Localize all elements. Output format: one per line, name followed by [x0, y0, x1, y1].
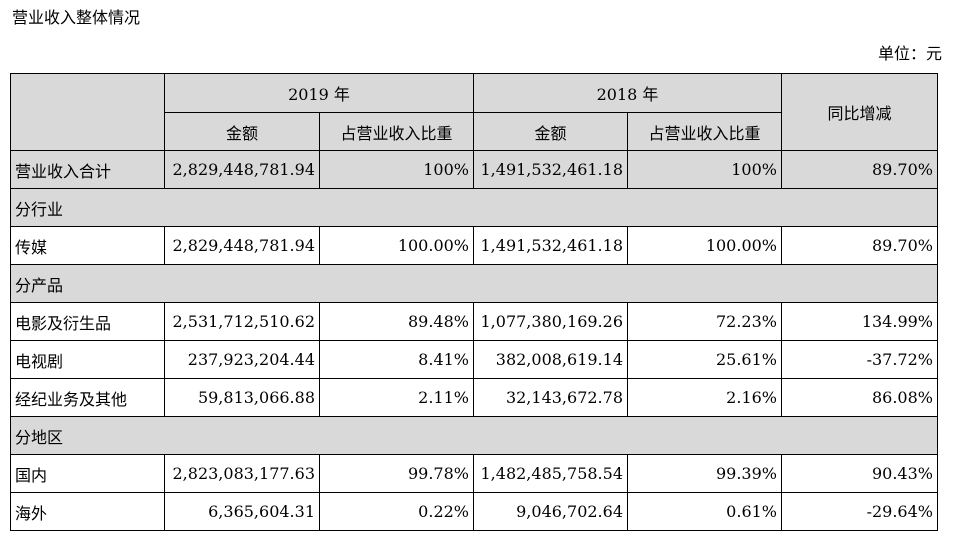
- ratio-2019-cell: 100%: [319, 150, 474, 189]
- row-label: 传媒: [10, 226, 165, 265]
- yoy-cell: 134.99%: [781, 302, 938, 341]
- ratio-2019-cell: 0.22%: [319, 492, 474, 531]
- amount-2018-cell: 1,482,485,758.54: [473, 454, 628, 493]
- ratio-2018-cell: 0.61%: [627, 492, 782, 531]
- ratio-2019-cell: 8.41%: [319, 340, 474, 379]
- header-amount-2019: 金额: [164, 112, 320, 151]
- section-row-product: 分产品: [10, 264, 938, 303]
- amount-2018-cell: 9,046,702.64: [473, 492, 628, 531]
- amount-2019-cell: 2,531,712,510.62: [164, 302, 320, 341]
- row-label: 海外: [10, 492, 165, 531]
- section-row-industry: 分行业: [10, 188, 938, 227]
- ratio-2019-cell: 100.00%: [319, 226, 474, 265]
- amount-2019-cell: 2,829,448,781.94: [164, 150, 320, 189]
- yoy-cell: 89.70%: [781, 150, 938, 189]
- ratio-2018-cell: 100%: [627, 150, 782, 189]
- amount-2019-cell: 6,365,604.31: [164, 492, 320, 531]
- header-amount-2018: 金额: [473, 112, 628, 151]
- table-row: 电影及衍生品 2,531,712,510.62 89.48% 1,077,380…: [10, 302, 938, 341]
- section-title: 分地区: [10, 416, 938, 455]
- ratio-2018-cell: 72.23%: [627, 302, 782, 341]
- table-row: 经纪业务及其他 59,813,066.88 2.11% 32,143,672.7…: [10, 378, 938, 417]
- ratio-2019-cell: 2.11%: [319, 378, 474, 417]
- header-row-years: 2019 年 2018 年 同比增减: [10, 73, 938, 151]
- amount-2018-cell: 382,008,619.14: [473, 340, 628, 379]
- row-label: 电视剧: [10, 340, 165, 379]
- yoy-cell: -37.72%: [781, 340, 938, 379]
- table-header: 2019 年 2018 年 同比增减 金额 占营业收入比重 金额 占营业收入比重: [10, 73, 938, 151]
- header-row-metrics: 金额 占营业收入比重 金额 占营业收入比重: [11, 112, 938, 151]
- header-ratio-2018: 占营业收入比重: [627, 112, 782, 151]
- revenue-table: 2019 年 2018 年 同比增减 金额 占营业收入比重 金额 占营业收入比重…: [10, 73, 938, 531]
- header-ratio-2019: 占营业收入比重: [319, 112, 474, 151]
- ratio-2018-cell: 25.61%: [627, 340, 782, 379]
- amount-2018-cell: 32,143,672.78: [473, 378, 628, 417]
- header-year-2019: 2019 年: [164, 73, 474, 113]
- yoy-cell: 86.08%: [781, 378, 938, 417]
- amount-2018-cell: 1,077,380,169.26: [473, 302, 628, 341]
- row-label: 营业收入合计: [10, 150, 165, 189]
- yoy-cell: 89.70%: [781, 226, 938, 265]
- ratio-2018-cell: 99.39%: [627, 454, 782, 493]
- yoy-cell: 90.43%: [781, 454, 938, 493]
- section-row-region: 分地区: [10, 416, 938, 455]
- table-body: 营业收入合计 2,829,448,781.94 100% 1,491,532,4…: [10, 150, 938, 531]
- page-title: 营业收入整体情况: [12, 8, 141, 27]
- section-title: 分行业: [10, 188, 938, 227]
- amount-2019-cell: 59,813,066.88: [164, 378, 320, 417]
- table-row-total: 营业收入合计 2,829,448,781.94 100% 1,491,532,4…: [10, 150, 938, 189]
- ratio-2019-cell: 89.48%: [319, 302, 474, 341]
- header-year-2018: 2018 年: [473, 73, 782, 113]
- amount-2019-cell: 237,923,204.44: [164, 340, 320, 379]
- ratio-2018-cell: 2.16%: [627, 378, 782, 417]
- header-yoy: 同比增减: [781, 73, 938, 151]
- amount-2018-cell: 1,491,532,461.18: [473, 150, 628, 189]
- ratio-2018-cell: 100.00%: [627, 226, 782, 265]
- header-blank-cell: [10, 73, 165, 151]
- unit-label: 单位：元: [877, 44, 942, 63]
- table-row: 传媒 2,829,448,781.94 100.00% 1,491,532,46…: [10, 226, 938, 265]
- row-label: 经纪业务及其他: [10, 378, 165, 417]
- table-row: 海外 6,365,604.31 0.22% 9,046,702.64 0.61%…: [10, 492, 938, 531]
- row-label: 国内: [10, 454, 165, 493]
- ratio-2019-cell: 99.78%: [319, 454, 474, 493]
- row-label: 电影及衍生品: [10, 302, 165, 341]
- section-title: 分产品: [10, 264, 938, 303]
- yoy-cell: -29.64%: [781, 492, 938, 531]
- amount-2018-cell: 1,491,532,461.18: [473, 226, 628, 265]
- table-row: 电视剧 237,923,204.44 8.41% 382,008,619.14 …: [10, 340, 938, 379]
- amount-2019-cell: 2,829,448,781.94: [164, 226, 320, 265]
- amount-2019-cell: 2,823,083,177.63: [164, 454, 320, 493]
- table-row: 国内 2,823,083,177.63 99.78% 1,482,485,758…: [10, 454, 938, 493]
